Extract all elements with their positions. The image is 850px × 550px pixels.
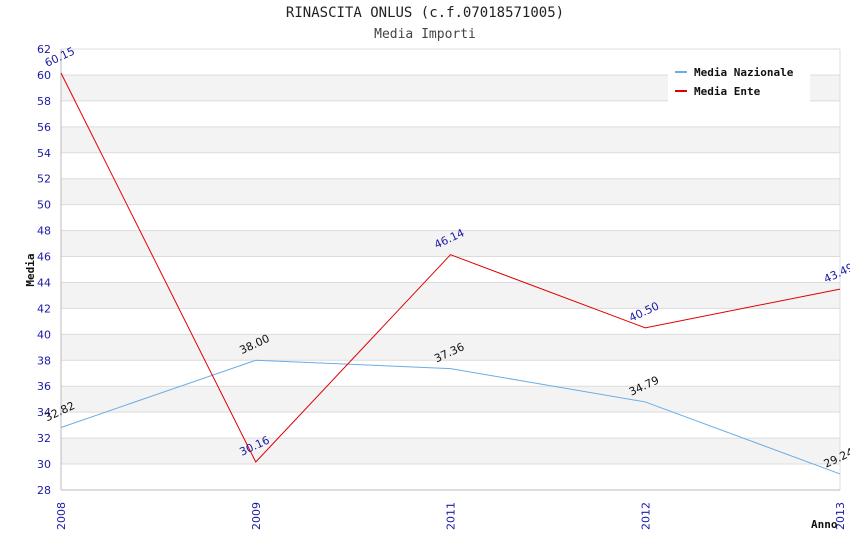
grid-band	[61, 386, 840, 413]
grid-band	[61, 438, 840, 465]
series-line	[60, 359, 841, 475]
legend-box	[668, 58, 810, 102]
y-tick-label: 34	[37, 406, 51, 419]
y-tick-label: 32	[37, 432, 51, 445]
grid-band	[61, 282, 840, 309]
y-tick-label: 52	[37, 173, 51, 186]
y-tick-label: 62	[37, 43, 51, 56]
grid-band	[61, 334, 840, 361]
y-tick-label: 30	[37, 458, 51, 471]
x-tick-label: 2008	[55, 502, 68, 530]
grid-band	[61, 126, 840, 153]
y-tick-label: 60	[37, 69, 51, 82]
legend-label: Media Ente	[694, 85, 761, 98]
axes	[60, 49, 840, 491]
y-tick-label: 36	[37, 380, 51, 393]
x-tick-label: 2012	[639, 502, 652, 530]
y-tick-label: 54	[37, 147, 51, 160]
chart-title: RINASCITA ONLUS (c.f.07018571005)	[285, 5, 565, 21]
y-tick-label: 44	[37, 276, 51, 289]
y-tick-label: 48	[37, 225, 51, 238]
x-tick-label: 2011	[445, 502, 458, 530]
y-tick-label: 46	[37, 251, 51, 264]
data-label: 32.82	[43, 399, 77, 424]
y-axis-label: Media	[24, 253, 37, 286]
series-line	[60, 72, 841, 463]
y-tick-label: 50	[37, 199, 51, 212]
y-tick-label: 38	[37, 354, 51, 367]
y-tick-label: 28	[37, 484, 51, 497]
y-tick-labels: 28 30 32 34 36 38 40 42 44 46 48 50 52 54 56 58 60 62	[37, 43, 51, 497]
x-axis-label: Anno	[811, 518, 838, 531]
x-tick-labels: 2008 2009 2011 2012 2013	[55, 502, 847, 530]
y-tick-label: 40	[37, 328, 51, 341]
legend-label: Media Nazionale	[694, 66, 794, 79]
y-tick-label: 56	[37, 121, 51, 134]
grid-band	[61, 230, 840, 257]
legend: Media Nazionale Media Ente	[668, 58, 810, 102]
x-tick-label: 2009	[250, 502, 263, 530]
grid-lines	[61, 48, 841, 491]
x-tick-label: 2013	[834, 502, 847, 530]
y-tick-label: 58	[37, 95, 51, 108]
series-lines	[60, 72, 841, 475]
chart-subtitle: Media Importi	[374, 27, 476, 42]
y-tick-label: 42	[37, 302, 51, 315]
grid-bands	[61, 74, 840, 465]
grid-band	[61, 178, 840, 205]
